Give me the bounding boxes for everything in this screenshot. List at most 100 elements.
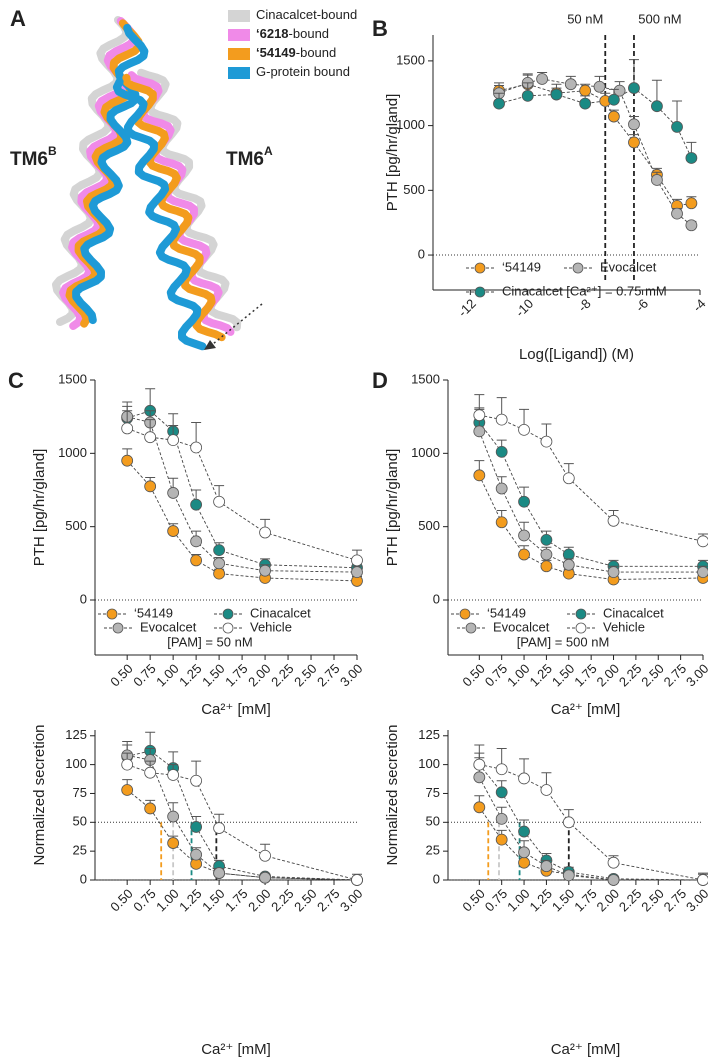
legend-marker: [465, 622, 477, 634]
x-tick-label: 2.75: [314, 886, 343, 915]
data-point: [473, 758, 486, 771]
data-point: [351, 554, 363, 567]
x-tick-label: 3.00: [337, 661, 366, 690]
x-tick-label: 2.25: [268, 886, 297, 915]
data-point: [167, 525, 180, 537]
data-point: [121, 784, 134, 796]
x-tick-label: 1.75: [222, 661, 251, 690]
legend-label: G-protein bound: [256, 64, 350, 79]
x-tick-label: 0.75: [482, 661, 511, 690]
data-point: [562, 869, 575, 882]
data-point: [518, 846, 530, 859]
data-point: [518, 423, 530, 436]
data-point: [213, 557, 226, 570]
data-point: [167, 810, 180, 823]
data-point: [493, 97, 505, 110]
series-line: [478, 475, 704, 580]
legend-marker: [474, 262, 486, 274]
data-point: [473, 469, 486, 482]
x-tick-label: 1.50: [549, 661, 578, 690]
data-point: [628, 82, 640, 94]
legend-label: Evocalcet: [600, 259, 657, 274]
helix-label: TM6B: [10, 144, 57, 170]
data-point: [562, 558, 575, 571]
data-point: [651, 174, 663, 186]
data-point: [121, 758, 134, 771]
series-line: [478, 777, 703, 881]
data-point: [144, 802, 157, 815]
x-tick-label: 0.50: [107, 886, 136, 915]
x-tick-label: -8: [575, 296, 594, 315]
panel-label: D: [372, 368, 388, 393]
series-line: [127, 416, 358, 573]
x-tick-label: 1.75: [571, 886, 600, 915]
data-point: [144, 766, 157, 779]
y-tick-label: 1000: [58, 445, 87, 460]
data-point: [167, 434, 180, 447]
data-point: [351, 566, 363, 579]
data-point: [144, 480, 157, 493]
data-point: [540, 435, 553, 448]
x-tick-label: 2.25: [616, 661, 645, 690]
annotation: [PAM] = 500 nM: [517, 634, 610, 649]
data-point: [473, 409, 486, 422]
x-tick-label: 2.00: [594, 886, 623, 915]
x-tick-label: 1.50: [199, 886, 228, 915]
y-axis-title: Normalized secretion: [384, 725, 401, 866]
data-point: [685, 197, 698, 210]
arrow: [207, 303, 263, 349]
data-point: [518, 825, 530, 838]
panel-label: C: [8, 368, 24, 393]
legend-label: Evocalcet: [493, 619, 550, 634]
data-point: [495, 812, 508, 825]
data-point: [628, 118, 640, 131]
y-tick-label: 25: [73, 843, 87, 858]
helix-label-sup: A: [264, 144, 273, 158]
x-tick-label: 3.00: [337, 886, 366, 915]
data-point: [550, 88, 563, 101]
legend-marker: [112, 622, 124, 634]
data-point: [518, 495, 530, 508]
legend-label-text: -bound: [296, 45, 336, 60]
legend-marker: [106, 608, 118, 620]
x-tick-label: 0.50: [459, 886, 488, 915]
x-tick-label: -10: [512, 296, 536, 320]
y-tick-label: 75: [426, 785, 440, 800]
data-point: [628, 136, 640, 149]
data-point: [190, 554, 203, 567]
x-tick-label: 2.75: [661, 886, 690, 915]
y-tick-label: 0: [433, 871, 440, 886]
legend-label: ‘6218-bound: [256, 26, 329, 41]
data-point: [607, 93, 620, 106]
data-point: [190, 848, 203, 861]
x-tick-label: 0.75: [130, 886, 159, 915]
data-point: [607, 110, 620, 123]
data-point: [167, 837, 180, 849]
series-line: [479, 764, 704, 881]
data-point: [495, 833, 508, 846]
x-tick-label: 2.50: [638, 661, 667, 690]
data-point: [521, 89, 534, 102]
legend-label: Vehicle: [250, 619, 292, 634]
data-point: [518, 529, 530, 542]
x-tick-label: 0.50: [459, 661, 488, 690]
y-tick-label: 0: [80, 591, 87, 606]
x-axis-title: Ca²⁺ [mM]: [201, 701, 271, 718]
x-tick-label: 1.25: [176, 661, 205, 690]
data-point: [190, 498, 203, 511]
legend-marker: [222, 608, 234, 620]
helix: [127, 71, 235, 336]
data-point: [259, 871, 271, 884]
helix: [122, 73, 226, 342]
x-tick-label: 2.75: [661, 661, 690, 690]
data-point: [540, 784, 553, 796]
data-point: [259, 849, 271, 862]
x-axis-title: Ca²⁺ [mM]: [551, 701, 621, 718]
data-point: [213, 495, 226, 508]
data-point: [540, 533, 553, 546]
data-point: [607, 856, 620, 869]
data-point: [579, 97, 592, 110]
data-point: [564, 78, 577, 91]
threshold-label: 500 nM: [638, 11, 681, 26]
series-line: [478, 764, 704, 881]
